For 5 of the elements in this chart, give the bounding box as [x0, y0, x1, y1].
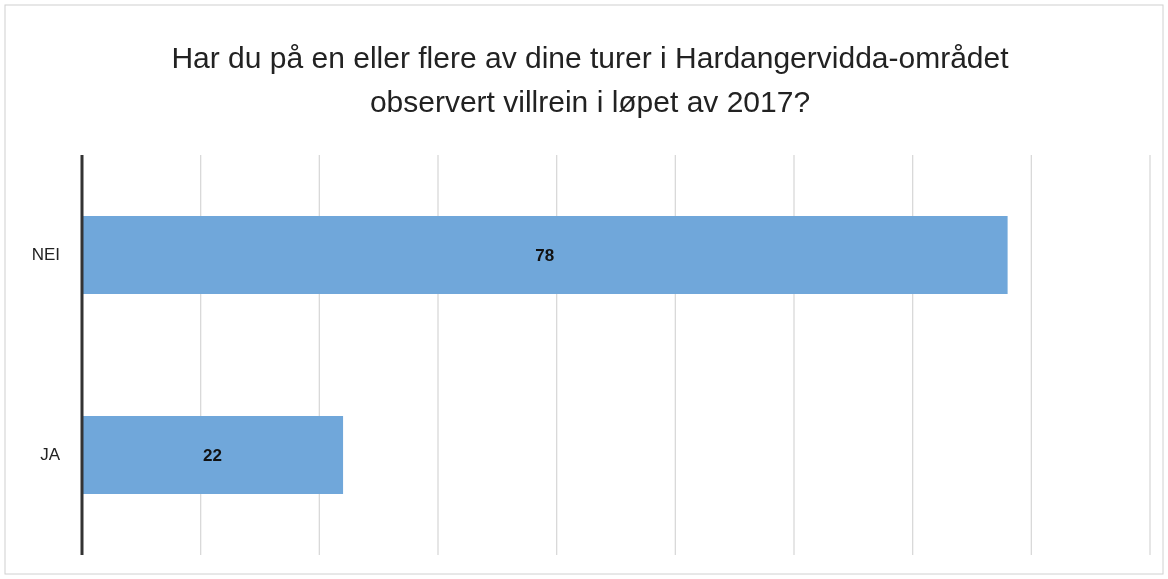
y-tick-label: NEI [31, 245, 60, 265]
chart-title: Har du på en eller flere av dine turer i Hardangervidda-området observert villrein i løpet av 2017? [171, 41, 1010, 118]
y-tick-label: JA [40, 445, 61, 465]
data-label: 78 [535, 245, 555, 265]
data-label: 22 [203, 445, 222, 465]
